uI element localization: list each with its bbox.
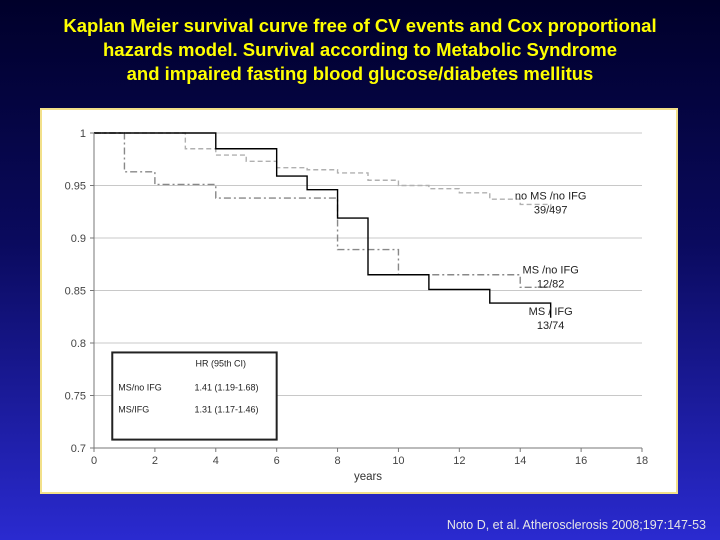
label-layer: no MS /no IFG 39/497 MS /no IFG 12/82 MS / I… <box>515 191 587 332</box>
x-tick-label-1: 2 <box>152 455 158 467</box>
series-count-1: 12/82 <box>537 278 565 290</box>
series-line-2 <box>94 132 552 318</box>
hr-row-ci-1: (1.17-1.46) <box>214 404 258 414</box>
series-line-0 <box>94 132 552 210</box>
hr-row-value-1: 1.31 <box>194 404 212 414</box>
y-tick-label-5: 0.95 <box>65 181 86 193</box>
title-line-2: hazards model. Survival according to Met… <box>102 39 618 60</box>
series-line-1 <box>94 132 551 289</box>
x-tick-label-6: 12 <box>453 455 465 467</box>
x-tick-label-8: 16 <box>575 455 587 467</box>
series-count-0: 39/497 <box>534 205 568 217</box>
title-line-3: and impaired fasting blood glucose/diabe… <box>126 63 594 84</box>
series-name-1: MS /no IFG <box>523 264 579 276</box>
series-count-2: 13/74 <box>537 320 565 332</box>
y-tick-label-0: 0.7 <box>71 443 86 455</box>
hr-table: HR (95th CI) MS/no IFG 1.41 (1.19-1.68) MS/I… <box>111 351 278 441</box>
x-tick-label-3: 6 <box>274 455 280 467</box>
x-tick-label-2: 4 <box>213 455 219 467</box>
chart-panel: 0.7 0.75 0.8 0.85 0.9 0.95 1 0 2 4 6 8 10 12 14 16 18 no… <box>40 108 678 494</box>
series-name-0: no MS /no IFG <box>515 191 587 203</box>
hr-table-header: HR (95th CI) <box>196 358 247 368</box>
slide-title: Kaplan Meier survival curve free of CV e… <box>0 14 720 86</box>
series-name-2: MS / IFG <box>529 306 573 318</box>
x-tick-label-0: 0 <box>91 455 97 467</box>
hr-table-box <box>111 351 278 441</box>
y-tick-label-6: 1 <box>80 128 86 140</box>
y-tick-label-2: 0.8 <box>71 338 86 350</box>
y-tick-label-3: 0.85 <box>65 286 86 298</box>
title-line-1: Kaplan Meier survival curve free of CV e… <box>63 15 657 36</box>
x-tick-label-7: 14 <box>514 455 526 467</box>
x-tick-label-9: 18 <box>636 455 648 467</box>
hr-row-ci-0: (1.19-1.68) <box>214 382 258 392</box>
hr-row-value-0: 1.41 <box>194 382 212 392</box>
y-tick-label-1: 0.75 <box>65 391 86 403</box>
y-tick-label-4: 0.9 <box>71 233 86 245</box>
x-axis-label: years <box>354 471 382 483</box>
curve-layer <box>94 132 552 318</box>
hr-row-label-1: MS/IFG <box>118 404 149 414</box>
hr-row-label-0: MS/no IFG <box>118 382 162 392</box>
citation: Noto D, et al. Atherosclerosis 2008;197:… <box>446 518 706 532</box>
x-tick-label-5: 10 <box>392 455 404 467</box>
x-tick-label-4: 8 <box>334 455 340 467</box>
